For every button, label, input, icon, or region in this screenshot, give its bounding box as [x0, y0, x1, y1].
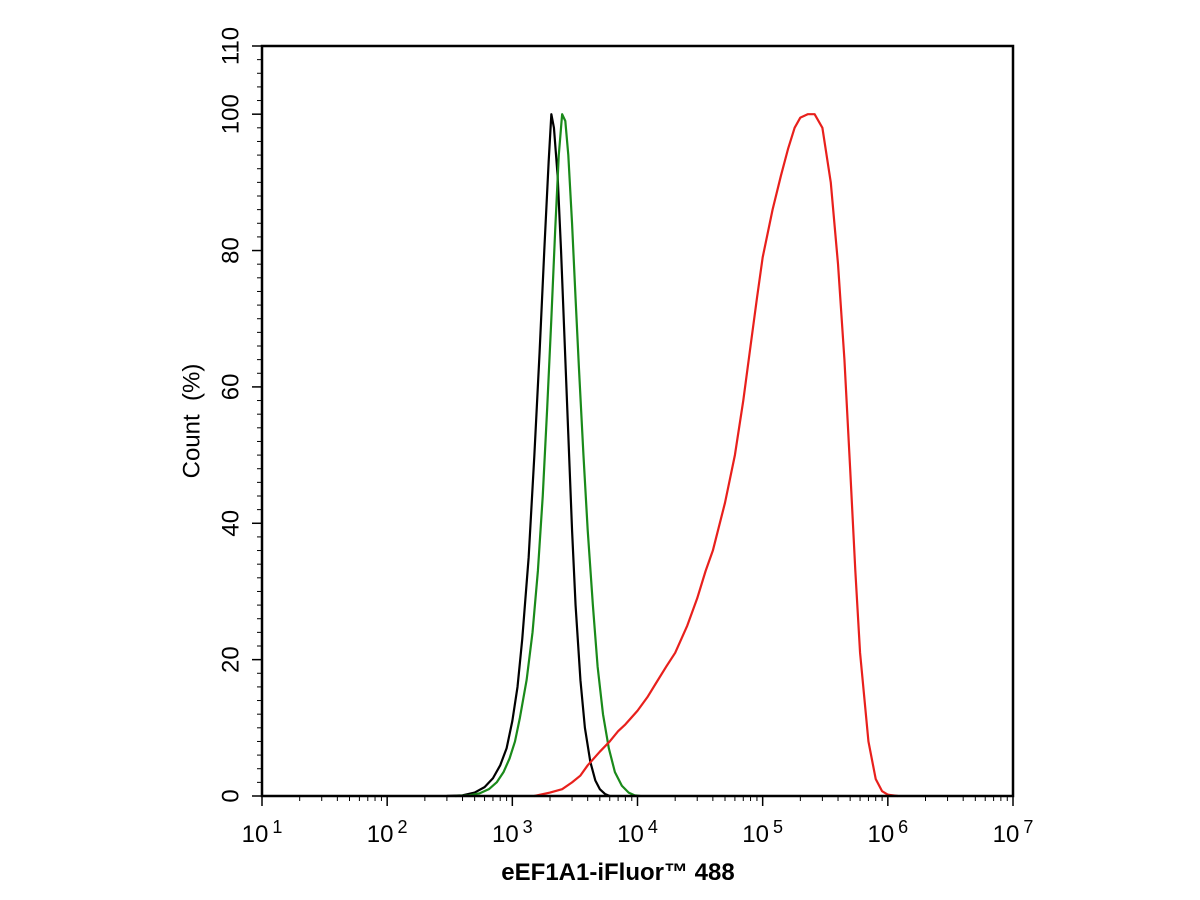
series-line-1: [446, 113, 611, 798]
y-axis-ticks: 0 20 40 60 80 100 110: [217, 27, 262, 803]
x-tick-label: 10 4: [617, 817, 658, 848]
series-line-2: [455, 113, 641, 798]
plot-frame: [260, 44, 1015, 798]
y-tick-label: 40: [217, 510, 244, 537]
y-axis-title: Count (%): [178, 364, 205, 479]
y-tick-label: 60: [217, 374, 244, 401]
y-tick-label: 80: [217, 237, 244, 264]
x-tick-label: 10 5: [742, 817, 783, 848]
x-tick-label: 10 6: [867, 817, 908, 848]
y-tick-label: 110: [217, 27, 244, 65]
x-tick-label: 10 3: [492, 817, 533, 848]
y-tick-label: 100: [217, 94, 244, 134]
x-tick-label: 10 2: [367, 817, 408, 848]
y-tick-label: 0: [217, 789, 244, 802]
x-tick-label: 10 1: [242, 817, 283, 848]
y-tick-label: 20: [217, 646, 244, 673]
x-tick-label: 10 7: [993, 817, 1034, 848]
series-line-3: [534, 113, 898, 798]
x-axis-ticks: 10 1 10 2 10 3 10 4 10 5 10 6 10 7: [242, 796, 1034, 848]
series-layer: [446, 113, 898, 798]
x-axis-title: eEF1A1-iFluor™ 488: [501, 859, 734, 886]
